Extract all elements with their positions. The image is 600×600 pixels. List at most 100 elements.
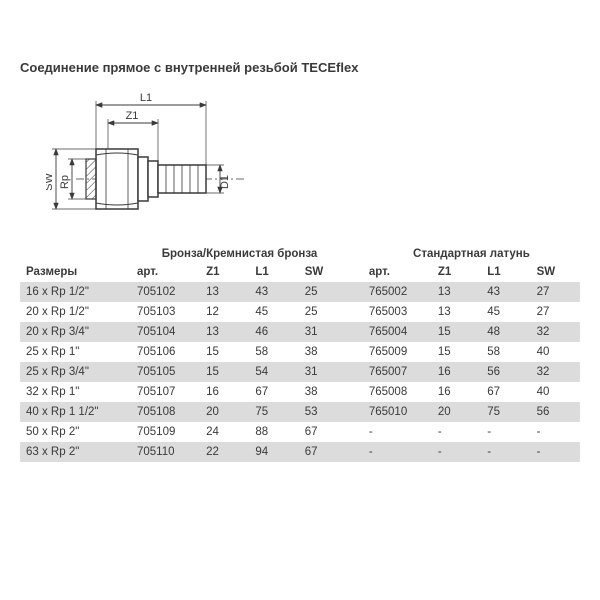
cell-art-a: 705107 [131, 382, 200, 402]
cell-l1-b: - [481, 442, 530, 462]
cell-art-b: 765008 [363, 382, 432, 402]
table-row: 32 x Rp 1"705107166738765008166740 [20, 382, 580, 402]
spacer-cell [348, 302, 363, 322]
cell-l1-b: 58 [481, 342, 530, 362]
cell-size: 50 x Rp 2" [20, 422, 131, 442]
cell-size: 25 x Rp 1" [20, 342, 131, 362]
cell-l1-b: 43 [481, 282, 530, 302]
cell-size: 20 x Rp 3/4" [20, 322, 131, 342]
cell-l1-b: 45 [481, 302, 530, 322]
cell-z1-b: 15 [432, 342, 481, 362]
cell-l1-a: 54 [249, 362, 298, 382]
group2-label: Стандартная латунь [363, 244, 580, 262]
header-z1-a: Z1 [200, 262, 249, 282]
cell-z1-b: 15 [432, 322, 481, 342]
cell-l1-a: 94 [249, 442, 298, 462]
cell-art-b: - [363, 442, 432, 462]
cell-z1-b: 20 [432, 402, 481, 422]
spacer-cell [348, 342, 363, 362]
table-row: 40 x Rp 1 1/2"705108207553765010207556 [20, 402, 580, 422]
spacer-cell [348, 382, 363, 402]
cell-z1-a: 22 [200, 442, 249, 462]
table-row: 16 x Rp 1/2"705102134325765002134327 [20, 282, 580, 302]
cell-art-a: 705109 [131, 422, 200, 442]
spacer-cell [348, 322, 363, 342]
cell-l1-b: 75 [481, 402, 530, 422]
cell-sw-a: 25 [299, 302, 348, 322]
dim-l1: L1 [140, 92, 152, 104]
cell-z1-a: 13 [200, 282, 249, 302]
cell-l1-b: 67 [481, 382, 530, 402]
dim-d1: D1 [219, 175, 231, 189]
cell-art-b: 765007 [363, 362, 432, 382]
table-row: 20 x Rp 1/2"705103124525765003134527 [20, 302, 580, 322]
cell-size: 16 x Rp 1/2" [20, 282, 131, 302]
dim-sw: SW [46, 173, 55, 191]
table-row: 20 x Rp 3/4"705104134631765004154832 [20, 322, 580, 342]
spacer-cell [348, 282, 363, 302]
table-row: 50 x Rp 2"705109248867---- [20, 422, 580, 442]
cell-sw-b: 32 [531, 322, 580, 342]
column-header-row: Размеры арт. Z1 L1 SW арт. Z1 L1 SW [20, 262, 580, 282]
cell-sw-a: 25 [299, 282, 348, 302]
dim-z1: Z1 [126, 110, 139, 122]
cell-sw-b: 27 [531, 302, 580, 322]
spacer-cell [348, 442, 363, 462]
cell-l1-b: - [481, 422, 530, 442]
cell-art-b: 765003 [363, 302, 432, 322]
cell-sw-b: - [531, 442, 580, 462]
technical-diagram: L1 Z1 SW Rp D1 [46, 89, 580, 224]
cell-sw-b: 27 [531, 282, 580, 302]
cell-sw-a: 31 [299, 362, 348, 382]
cell-sw-a: 38 [299, 342, 348, 362]
table-row: 25 x Rp 1"705106155838765009155840 [20, 342, 580, 362]
cell-sw-a: 67 [299, 422, 348, 442]
cell-z1-a: 13 [200, 322, 249, 342]
cell-size: 32 x Rp 1" [20, 382, 131, 402]
table-row: 25 x Rp 3/4"705105155431765007165632 [20, 362, 580, 382]
cell-sw-b: 32 [531, 362, 580, 382]
cell-z1-b: 13 [432, 302, 481, 322]
cell-z1-a: 24 [200, 422, 249, 442]
spacer-cell [348, 362, 363, 382]
cell-l1-a: 67 [249, 382, 298, 402]
header-sw-a: SW [299, 262, 348, 282]
dimensions-table: Бронза/Кремнистая бронза Стандартная лат… [20, 244, 580, 462]
cell-art-b: 765002 [363, 282, 432, 302]
header-sw-b: SW [531, 262, 580, 282]
cell-art-b: 765009 [363, 342, 432, 362]
cell-z1-a: 15 [200, 362, 249, 382]
cell-size: 20 x Rp 1/2" [20, 302, 131, 322]
cell-l1-a: 88 [249, 422, 298, 442]
header-art-a: арт. [131, 262, 200, 282]
cell-sw-b: 40 [531, 342, 580, 362]
page-title: Соединение прямое с внутренней резьбой T… [20, 60, 580, 75]
cell-art-a: 705102 [131, 282, 200, 302]
spacer-cell [348, 422, 363, 442]
cell-z1-b: - [432, 422, 481, 442]
header-z1-b: Z1 [432, 262, 481, 282]
cell-size: 25 x Rp 3/4" [20, 362, 131, 382]
group1-label: Бронза/Кремнистая бронза [131, 244, 348, 262]
header-size: Размеры [20, 262, 131, 282]
cell-z1-b: - [432, 442, 481, 462]
cell-size: 63 x Rp 2" [20, 442, 131, 462]
spacer-cell [348, 402, 363, 422]
cell-sw-b: - [531, 422, 580, 442]
cell-l1-a: 46 [249, 322, 298, 342]
cell-l1-a: 43 [249, 282, 298, 302]
cell-z1-b: 16 [432, 362, 481, 382]
cell-sw-a: 53 [299, 402, 348, 422]
cell-l1-a: 45 [249, 302, 298, 322]
cell-art-a: 705108 [131, 402, 200, 422]
cell-z1-b: 13 [432, 282, 481, 302]
cell-art-b: - [363, 422, 432, 442]
cell-z1-b: 16 [432, 382, 481, 402]
cell-z1-a: 20 [200, 402, 249, 422]
cell-l1-a: 75 [249, 402, 298, 422]
cell-art-b: 765010 [363, 402, 432, 422]
cell-sw-b: 40 [531, 382, 580, 402]
cell-art-a: 705104 [131, 322, 200, 342]
cell-z1-a: 12 [200, 302, 249, 322]
cell-art-b: 765004 [363, 322, 432, 342]
